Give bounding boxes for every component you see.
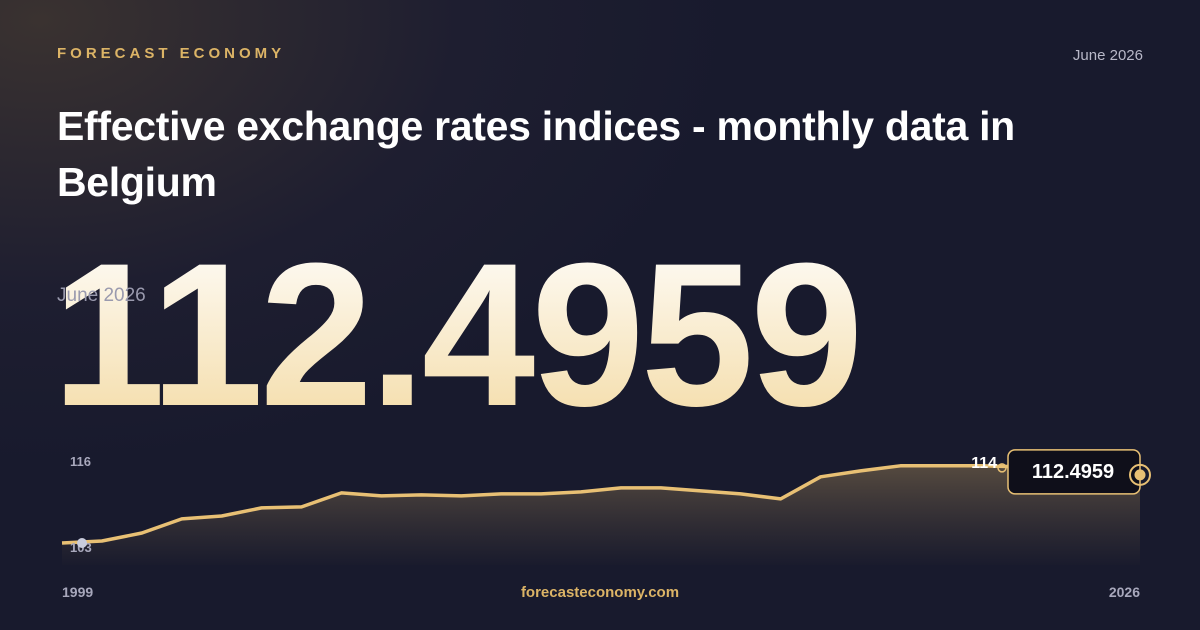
end-dot (1134, 469, 1146, 481)
line (61, 464, 1141, 545)
site: forecasteconomy.com (521, 584, 679, 601)
headline-date: June 2026 (57, 285, 146, 306)
date: June 2026 (1073, 47, 1143, 64)
area (62, 465, 1140, 565)
end-ring (1129, 463, 1151, 486)
value-label: 112.4959 (1032, 461, 1114, 483)
title: Effective exchange rates indices - month… (57, 103, 1015, 205)
marker (997, 463, 1007, 473)
x-tick-label: 2026 (1109, 584, 1140, 600)
y-tick-label: 116 (70, 454, 91, 469)
headline-value: 112.4959 (52, 221, 860, 449)
brand: FORECAST ECONOMY (57, 45, 285, 62)
start-dot (77, 538, 87, 549)
annotation: 114 (971, 455, 997, 472)
x-tick-label: 1999 (62, 584, 93, 600)
